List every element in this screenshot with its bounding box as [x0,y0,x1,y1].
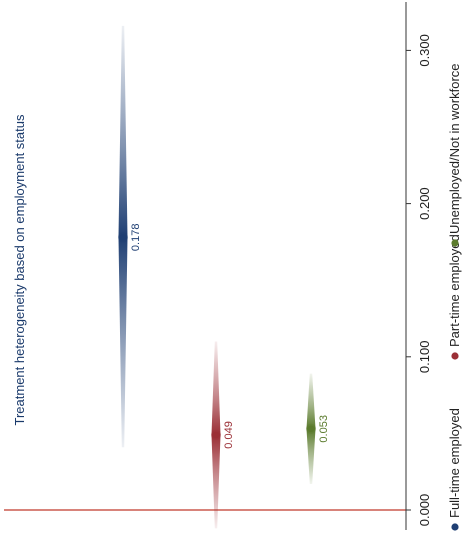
estimate-point [119,234,127,241]
tick-label: 0.100 [417,341,432,374]
estimate-point [212,431,220,439]
data-label: 0.053 [318,415,330,443]
chart-title: Treatment heterogeneity based on employm… [12,114,27,425]
legend-marker [451,352,459,360]
tick-label: 0.300 [417,34,432,67]
plot-area: 0.178 0.049 0.053 [4,25,406,529]
value-axis: 0.000 0.100 0.200 0.300 [405,2,432,530]
legend-marker [451,523,459,531]
legend-label: Part-time employed [447,234,462,347]
tick-label: 0.000 [417,494,432,527]
legend-marker [451,239,459,247]
legend: Full-time employed Part-time employedUnem… [447,63,462,531]
legend-label: Unemployed/Not in workforce [447,63,462,234]
data-label: 0.049 [223,421,235,449]
estimate-point [307,425,315,433]
legend-label: Full-time employed [447,408,462,518]
tick-label: 0.200 [417,187,432,220]
data-label: 0.178 [130,224,142,252]
